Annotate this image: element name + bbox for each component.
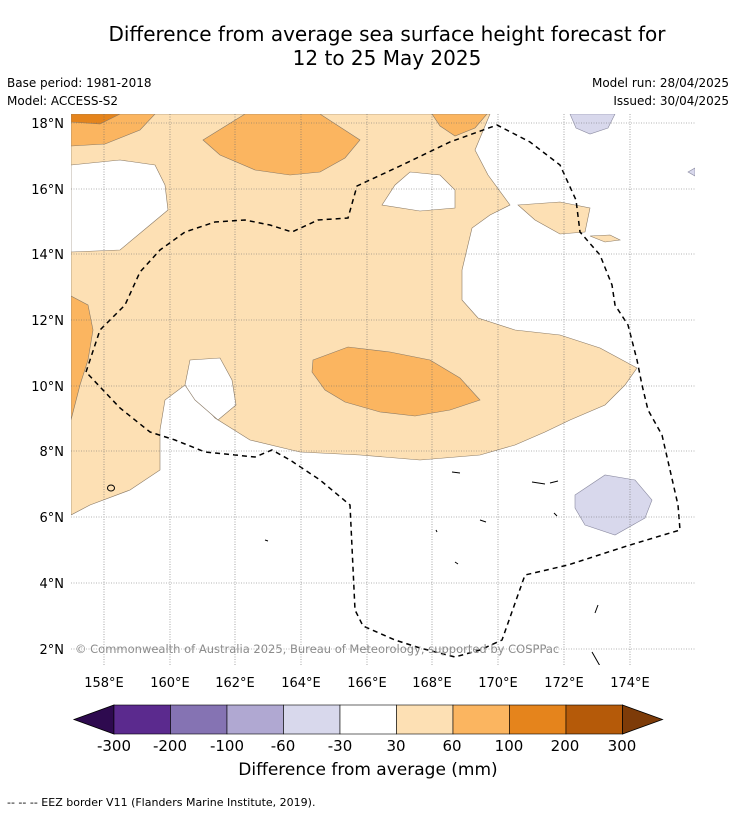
colorbar-extend-low	[72, 704, 115, 735]
latitude-labels: 18°N 16°N 14°N 12°N 10°N 8°N 6°N 4°N 2°N	[31, 117, 64, 658]
lat-label: 4°N	[40, 577, 65, 592]
lon-label: 166°E	[347, 676, 387, 691]
lat-label: 10°N	[31, 380, 64, 395]
colorbar-tick: 60	[442, 737, 461, 755]
grid-lines	[71, 114, 695, 665]
meta-left: Base period: 1981-2018 Model: ACCESS-S2	[7, 74, 152, 110]
lon-label: 168°E	[412, 676, 452, 691]
colorbar-tick: -300	[97, 737, 131, 755]
colorbar-tick: 100	[495, 737, 524, 755]
colorbar-tick: -60	[271, 737, 296, 755]
lat-label: 8°N	[40, 445, 65, 460]
lat-label: 16°N	[31, 183, 64, 198]
colorbar-swatch	[283, 704, 341, 735]
colorbar-ticks: -300 -200 -100 -60 -30 30 60 100 200 300	[97, 737, 636, 755]
lon-label: 170°E	[478, 676, 518, 691]
lat-label: 14°N	[31, 248, 64, 263]
colorbar-swatch	[452, 704, 510, 735]
colorbar-swatch	[339, 704, 397, 735]
copyright-notice: © Commonwealth of Australia 2025, Bureau…	[75, 642, 559, 656]
colorbar-label: Difference from average (mm)	[238, 760, 498, 780]
colorbar-tick: -30	[328, 737, 353, 755]
colorbar-swatch	[396, 704, 454, 735]
lat-label: 2°N	[40, 643, 65, 658]
colorbar-swatch	[565, 704, 623, 735]
colorbar-swatch	[226, 704, 284, 735]
colorbar-swatch	[170, 704, 228, 735]
colorbar-tick: 300	[608, 737, 637, 755]
islands	[107, 471, 601, 665]
map-title: Difference from average sea surface heig…	[0, 22, 736, 70]
title-line-2: 12 to 25 May 2025	[292, 46, 482, 70]
colorbar	[72, 704, 664, 735]
map-area	[71, 114, 695, 665]
colorbar-swatch	[509, 704, 567, 735]
lat-label: 18°N	[31, 117, 64, 132]
lat-label: 6°N	[40, 511, 65, 526]
contour-minus-30-60	[574, 474, 653, 536]
meta-right: Model run: 28/04/2025 Issued: 30/04/2025	[592, 74, 729, 110]
contour-60-100	[202, 114, 361, 176]
colorbar-extend-high	[622, 704, 664, 735]
model-run: Model run: 28/04/2025	[591, 76, 729, 90]
lon-label: 172°E	[544, 676, 584, 691]
eez-border	[85, 124, 681, 658]
colorbar-tick: -200	[153, 737, 187, 755]
colorbar-swatch	[113, 704, 171, 735]
title-line-1: Difference from average sea surface heig…	[108, 22, 666, 46]
colorbar-tick: -100	[210, 737, 244, 755]
eez-legend-note: -- -- -- EEZ border V11 (Flanders Marine…	[7, 796, 316, 809]
colorbar-tick: 30	[386, 737, 405, 755]
lat-label: 12°N	[31, 314, 64, 329]
colorbar-tick: 200	[551, 737, 580, 755]
lon-label: 164°E	[281, 676, 321, 691]
longitude-labels: 158°E 160°E 162°E 164°E 166°E 168°E 170°…	[84, 676, 650, 691]
lon-label: 174°E	[610, 676, 650, 691]
lon-label: 160°E	[150, 676, 190, 691]
model-name: Model: ACCESS-S2	[7, 94, 119, 108]
lon-label: 162°E	[215, 676, 255, 691]
base-period: Base period: 1981-2018	[7, 76, 152, 90]
issued-date: Issued: 30/04/2025	[613, 94, 729, 108]
lon-label: 158°E	[84, 676, 124, 691]
